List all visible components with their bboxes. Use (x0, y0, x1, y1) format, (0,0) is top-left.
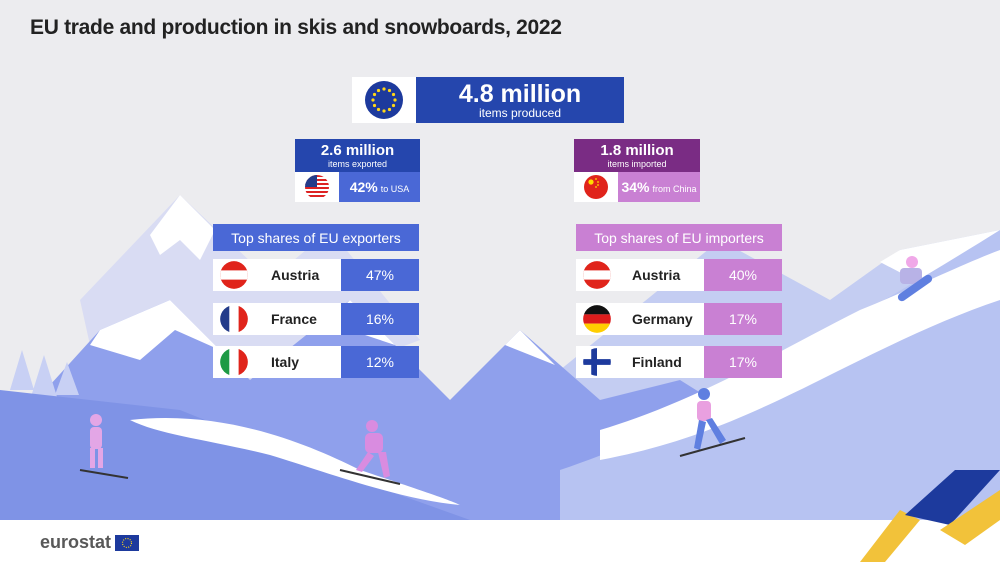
china-flag-icon (584, 175, 608, 199)
austria-flag-icon (583, 261, 611, 289)
exported-share: 42% (349, 179, 378, 195)
imported-share-label: from China (652, 184, 697, 194)
exporter-country: Italy (271, 354, 300, 370)
exported-box: 2.6 million items exported (295, 139, 420, 172)
exporter-share: 12% (341, 346, 419, 378)
exported-label: items exported (327, 158, 388, 169)
imported-label: items imported (607, 158, 667, 169)
imported-box: 1.8 million items imported (574, 139, 700, 172)
exporter-row-2: France (213, 303, 341, 335)
germany-flag-icon (583, 305, 611, 333)
importer-row-2: Germany (576, 303, 704, 335)
usa-flag-icon (305, 175, 329, 199)
importer-country: Austria (632, 267, 681, 283)
imported-flag-box (574, 172, 618, 202)
importers-header: Top shares of EU importers (576, 224, 782, 251)
importer-row-3: Finland (576, 346, 704, 378)
produced-value: 4.8 million (458, 79, 582, 108)
exported-share-box: 42% to USA (339, 172, 420, 202)
produced-label: items produced (478, 105, 562, 120)
eurostat-logo: eurostat (40, 532, 140, 553)
italy-flag-icon (220, 348, 248, 376)
importer-share: 17% (704, 303, 782, 335)
imported-share-box: 34% from China (618, 172, 700, 202)
exporter-share: 47% (341, 259, 419, 291)
eu-flag-icon (115, 534, 140, 551)
imported-share: 34% (621, 179, 650, 195)
importer-country: Germany (632, 311, 693, 327)
exporter-country: France (271, 311, 317, 327)
exporter-row-1: Austria (213, 259, 341, 291)
austria-flag-icon (220, 261, 248, 289)
finland-flag-icon (583, 348, 611, 376)
exporter-country: Austria (271, 267, 320, 283)
exporter-row-3: Italy (213, 346, 341, 378)
imported-value: 1.8 million (600, 141, 674, 159)
exported-value: 2.6 million (320, 141, 395, 159)
importer-share: 40% (704, 259, 782, 291)
importer-country: Finland (632, 354, 682, 370)
france-flag-icon (220, 305, 248, 333)
logo-text: eurostat (40, 532, 112, 552)
page-title: EU trade and production in skis and snow… (30, 16, 562, 39)
exported-flag-box (295, 172, 339, 202)
produced-flag-box (352, 77, 416, 123)
eu-flag-icon (365, 81, 403, 119)
produced-box: 4.8 million items produced (416, 77, 624, 123)
exported-share-label: to USA (380, 184, 410, 194)
importer-row-1: Austria (576, 259, 704, 291)
exporters-header: Top shares of EU exporters (213, 224, 419, 251)
importer-share: 17% (704, 346, 782, 378)
exporter-share: 16% (341, 303, 419, 335)
